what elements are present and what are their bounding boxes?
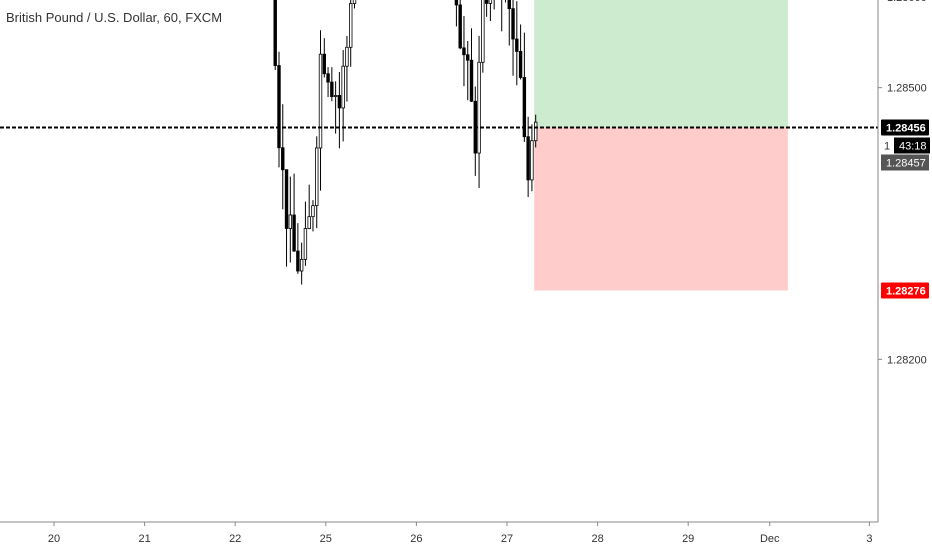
loss-zone — [534, 127, 788, 291]
candle-body — [454, 0, 459, 6]
current-price-partial-label: 1 — [884, 141, 890, 153]
x-tick-label: Dec — [760, 533, 780, 545]
x-tick-label: 29 — [682, 533, 694, 545]
candle-body — [345, 46, 349, 67]
stop-price-badge-text: 1.28276 — [886, 286, 926, 298]
stop-price-badge-bg — [881, 282, 929, 299]
price-lines-layer — [0, 126, 878, 129]
y-tick-label: 1.28600 — [887, 0, 927, 4]
x-tick-label: 22 — [229, 533, 241, 545]
candle-body — [330, 81, 334, 98]
x-axis: 20 21 22 25 26 27 28 29 Dec 3 — [48, 522, 872, 545]
candle-body — [299, 258, 304, 272]
y-axis: 1.297001.296001.295001.294001.293001.292… — [878, 0, 927, 366]
candle-body — [277, 65, 281, 149]
profit-zone — [534, 0, 788, 128]
candle-body — [333, 95, 338, 98]
candle-body — [530, 140, 534, 181]
x-tick-label: 28 — [591, 533, 603, 545]
candle-body — [518, 51, 523, 78]
countdown-badge-text: 43:18 — [899, 141, 927, 153]
candle-body — [296, 250, 300, 272]
y-tick-label: 1.28500 — [887, 83, 927, 95]
current-price-badge-text: 1.28457 — [886, 158, 926, 170]
candle-body — [522, 77, 527, 138]
candle-body — [477, 61, 481, 154]
x-tick-label: 26 — [410, 533, 422, 545]
candle-body — [488, 0, 493, 4]
chart-title: British Pound / U.S. Dollar, 60, FXCM — [6, 10, 222, 25]
countdown-badge-bg — [894, 137, 930, 154]
candle-body — [352, 0, 357, 4]
candle-body — [466, 54, 470, 61]
x-tick-label: 21 — [138, 533, 150, 545]
candle-body — [303, 228, 308, 260]
candle-body — [458, 4, 462, 49]
candle-body — [284, 169, 289, 229]
candle-body — [526, 136, 530, 181]
candle-body — [322, 53, 326, 75]
candle-body — [311, 205, 315, 218]
candle-body — [507, 0, 511, 10]
candle-body — [484, 0, 489, 4]
entry-price-badge-text: 1.28456 — [886, 123, 926, 135]
candle-body — [273, 0, 277, 66]
candle-body — [349, 3, 353, 48]
entry-price-badge-bg — [881, 119, 929, 136]
candle-body — [281, 147, 285, 171]
candle-body — [341, 65, 345, 109]
position-zones — [534, 0, 788, 291]
x-tick-label: 25 — [320, 533, 332, 545]
candle-body — [337, 95, 342, 109]
candle-body — [326, 73, 330, 83]
candle-body — [462, 47, 466, 56]
x-tick-label: 20 — [48, 533, 60, 545]
candle-body — [288, 214, 293, 229]
candle-body — [469, 59, 474, 102]
candle-body — [315, 147, 319, 207]
candle-body — [533, 121, 538, 142]
x-tick-label: 27 — [501, 533, 513, 545]
candle-body — [511, 8, 515, 40]
candle-body — [318, 53, 323, 149]
current-price-badge-bg — [881, 154, 929, 171]
candle-body — [307, 216, 311, 229]
x-tick-label: 3 — [866, 533, 872, 545]
candle-body — [515, 38, 519, 52]
y-tick-label: 1.28200 — [887, 354, 927, 366]
candle-body — [481, 0, 485, 63]
candle-body — [292, 214, 296, 252]
